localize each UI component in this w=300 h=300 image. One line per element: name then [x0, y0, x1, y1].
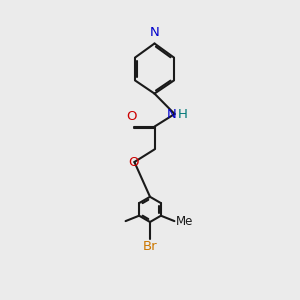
Text: N: N [150, 26, 159, 39]
Text: Br: Br [143, 240, 157, 253]
Text: H: H [178, 107, 188, 121]
Text: O: O [126, 110, 136, 123]
Text: Me: Me [176, 214, 193, 228]
Text: O: O [129, 155, 139, 169]
Text: N: N [167, 107, 177, 121]
